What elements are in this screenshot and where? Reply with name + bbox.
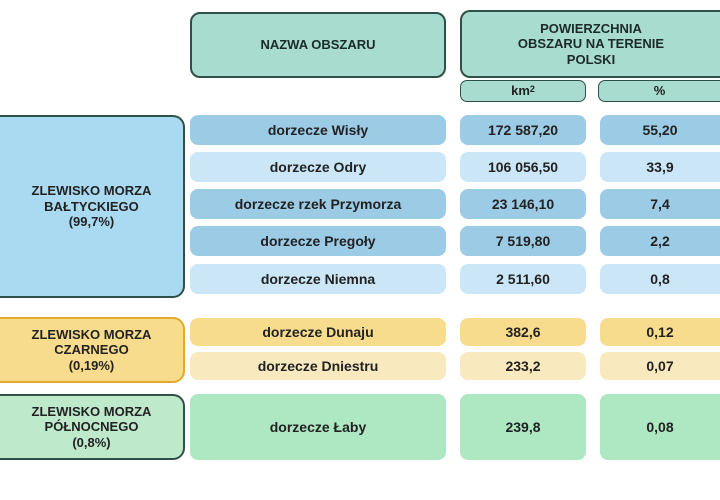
area-km2-cell: 7 519,80 [460,226,586,256]
unit-km2-label: km 2 [460,80,586,102]
north-sea-basin: ZLEWISKO MORZA PÓŁNOCNEGO (0,8%) [0,394,185,460]
area-percent-cell: 55,20 [600,115,720,145]
area-km2-cell: 172 587,20 [460,115,586,145]
area-percent-cell: 0,12 [600,318,720,346]
area-percent-cell: 2,2 [600,226,720,256]
baltic-sea-basin: ZLEWISKO MORZA BAŁTYCKIEGO (99,7%) [0,115,185,298]
area-percent-cell: 33,9 [600,152,720,182]
area-km2-cell: 106 056,50 [460,152,586,182]
basin-name-cell: dorzecze Dniestru [190,352,446,380]
area-km2-cell: 382,6 [460,318,586,346]
area-column-header: POWIERZCHNIA OBSZARU NA TERENIE POLSKI [460,10,720,78]
area-km2-cell: 2 511,60 [460,264,586,294]
basin-name-cell: dorzecze Dunaju [190,318,446,346]
basin-name-cell: dorzecze Niemna [190,264,446,294]
basin-name-cell: dorzecze rzek Przymorza [190,189,446,219]
basin-name-cell: dorzecze Łaby [190,394,446,460]
area-percent-cell: 0,8 [600,264,720,294]
area-km2-cell: 233,2 [460,352,586,380]
area-km2-cell: 23 146,10 [460,189,586,219]
basin-name-cell: dorzecze Wisły [190,115,446,145]
basin-name-cell: dorzecze Pregoły [190,226,446,256]
name-column-header: NAZWA OBSZARU [190,12,446,78]
area-percent-cell: 0,07 [600,352,720,380]
area-km2-cell: 239,8 [460,394,586,460]
area-percent-cell: 0,08 [600,394,720,460]
area-percent-cell: 7,4 [600,189,720,219]
basin-name-cell: dorzecze Odry [190,152,446,182]
unit-percent-label: % [598,80,720,102]
black-sea-basin: ZLEWISKO MORZA CZARNEGO (0,19%) [0,317,185,383]
